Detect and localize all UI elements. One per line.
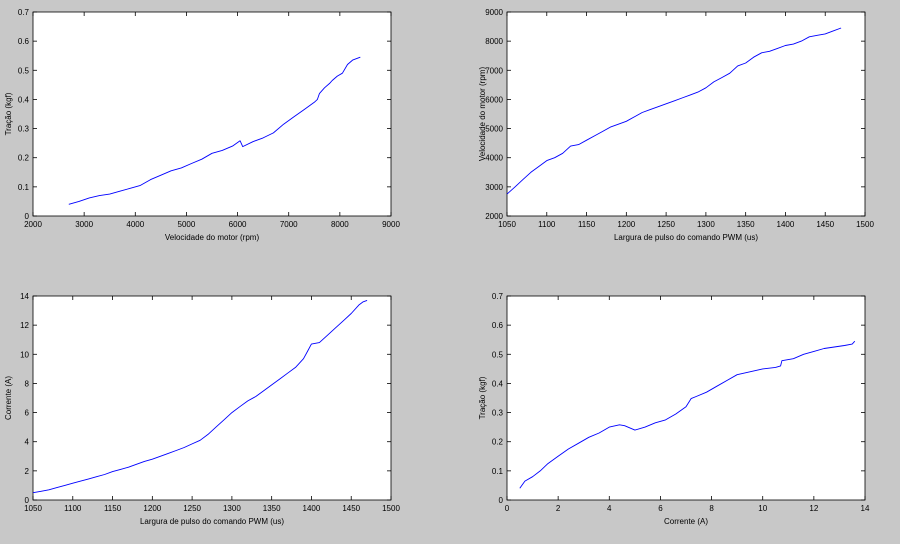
x-tick-label: 6000 [229,220,247,229]
y-tick-label: 0.4 [18,95,30,104]
y-tick-label: 4 [25,438,30,447]
x-tick-label: 1200 [617,220,635,229]
x-tick-label: 0 [505,504,510,513]
x-axis-label: Corrente (A) [664,517,708,526]
y-tick-label: 0.6 [18,37,30,46]
y-tick-label: 0.3 [492,409,504,418]
series-line-0 [506,27,842,195]
axes-frame [506,11,866,217]
x-tick-label: 2 [556,504,561,513]
x-tick-label: 6 [658,504,663,513]
y-tick-label: 9000 [485,8,503,17]
y-tick-label: 0.7 [492,292,504,301]
subplot-tracao-vs-corrente: 0 2 4 6 8 10 12 14 0 0.1 0.2 0.3 0.4 0.5 0.6 0.7 Corrent… [478,292,870,526]
series-line-0 [68,56,361,205]
x-tick-label: 4 [607,504,612,513]
y-tick-label: 4000 [485,154,503,163]
y-tick-label: 0.5 [492,350,504,359]
x-tick-label: 1500 [382,504,400,513]
x-tick-label: 1350 [737,220,755,229]
y-tick-label: 0.7 [18,8,30,17]
x-tick-label: 2000 [24,220,42,229]
x-tick-label: 1100 [538,220,556,229]
series-line-0 [519,340,856,489]
x-tick-label: 1400 [777,220,795,229]
x-tick-label: 1050 [498,220,516,229]
x-tick-label: 8 [709,504,714,513]
x-tick-label: 1150 [578,220,596,229]
subplot-corrente-vs-pwm: 1050 1100 1150 1200 1250 1300 1350 1400 1450 1500… [4,292,400,526]
x-tick-label: 1250 [183,504,201,513]
y-tick-label: 6000 [485,95,503,104]
x-tick-label: 3000 [75,220,93,229]
y-tick-label: 0.1 [492,467,504,476]
axes-frame [32,295,392,501]
y-tick-label: 0.3 [18,125,30,134]
x-tick-label: 1300 [697,220,715,229]
x-tick-label: 14 [861,504,870,513]
x-tick-label: 1450 [342,504,360,513]
y-tick-label: 12 [20,321,29,330]
y-axis-label: Velocidade do motor (rpm) [478,67,487,162]
y-tick-label: 7000 [485,66,503,75]
y-axis-label: Corrente (A) [4,376,13,420]
y-axis-label: Tração (kgf) [478,376,487,419]
x-tick-label: 1450 [816,220,834,229]
x-tick-label: 9000 [382,220,400,229]
x-tick-label: 1350 [263,504,281,513]
axes-frame [32,11,392,217]
y-tick-label: 2 [25,467,30,476]
y-tick-label: 6 [25,409,30,418]
y-tick-label: 5000 [485,125,503,134]
x-tick-label: 7000 [280,220,298,229]
subplot-velocidade-vs-pwm: 1050 1100 1150 1200 1250 1300 1350 1400 1450 1500… [478,8,874,242]
x-axis-label: Largura de pulso do comando PWM (us) [614,233,758,242]
x-tick-label: 8000 [331,220,349,229]
y-tick-label: 2000 [485,212,503,221]
y-tick-label: 0.5 [18,66,30,75]
x-tick-label: 12 [809,504,818,513]
y-tick-label: 0.4 [492,379,504,388]
y-tick-label: 10 [20,350,29,359]
y-tick-label: 0 [25,212,30,221]
x-tick-label: 4000 [126,220,144,229]
x-tick-label: 1250 [657,220,675,229]
y-axis-label: Tração (kgf) [4,92,13,135]
y-tick-label: 8000 [485,37,503,46]
series-line-0 [32,299,368,494]
x-tick-label: 1300 [223,504,241,513]
x-axis-label: Largura de pulso do comando PWM (us) [140,517,284,526]
y-tick-label: 3000 [485,183,503,192]
y-tick-label: 0.1 [18,183,30,192]
axes-frame [506,295,866,501]
x-tick-label: 10 [758,504,767,513]
x-tick-label: 1150 [104,504,122,513]
x-tick-label: 5000 [178,220,196,229]
x-axis-label: Velocidade do motor (rpm) [165,233,260,242]
x-tick-label: 1050 [24,504,42,513]
x-tick-label: 1200 [143,504,161,513]
y-tick-label: 0 [25,496,30,505]
subplot-tracao-vs-velocidade: 2000 3000 4000 5000 6000 7000 8000 9000 0 0.1 0.2 0… [4,8,400,242]
y-tick-label: 0.6 [492,321,504,330]
y-tick-label: 14 [20,292,29,301]
x-tick-label: 1500 [856,220,874,229]
y-tick-label: 0 [499,496,504,505]
x-tick-label: 1400 [303,504,321,513]
y-tick-label: 8 [25,379,30,388]
y-tick-label: 0.2 [18,154,30,163]
x-tick-label: 1100 [64,504,82,513]
y-tick-label: 0.2 [492,438,504,447]
